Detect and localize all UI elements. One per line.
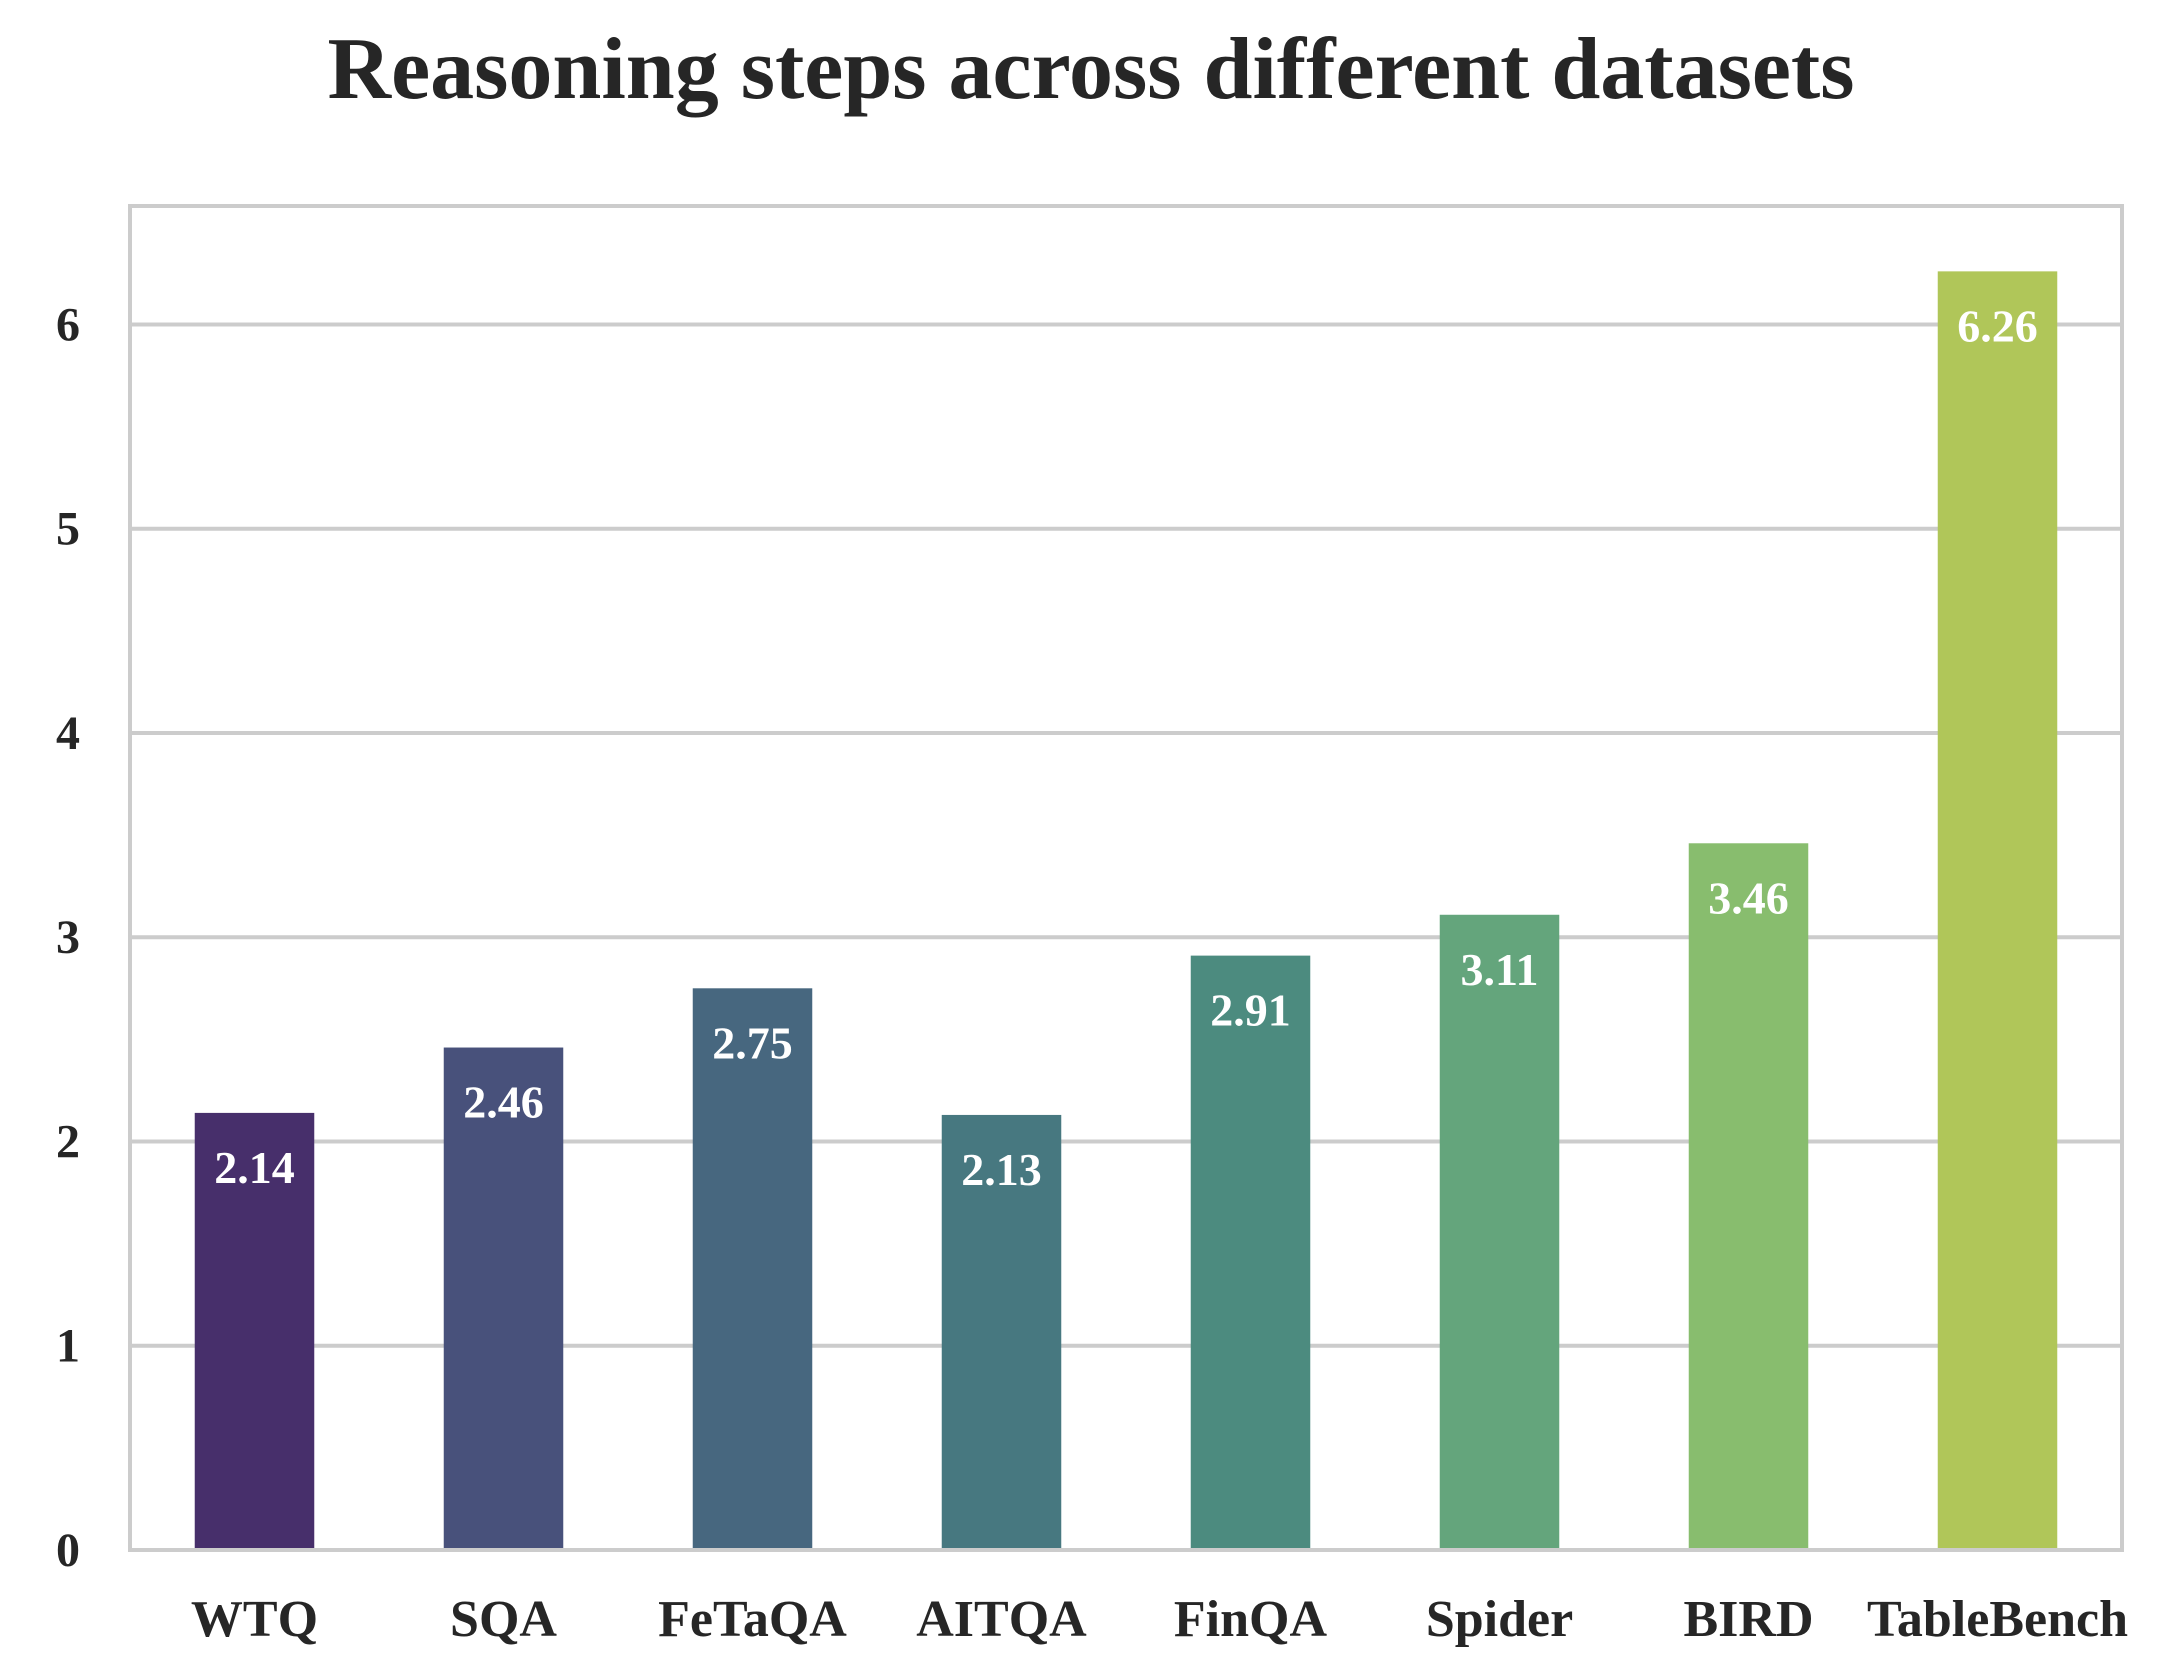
- x-tick-label: FinQA: [1174, 1591, 1328, 1648]
- bar-value-label: 6.26: [1957, 300, 2038, 351]
- bar-value-label: 2.46: [463, 1077, 544, 1128]
- y-tick-label: 3: [56, 911, 80, 964]
- bar-value-label: 3.11: [1461, 944, 1539, 995]
- y-tick-label: 2: [56, 1115, 80, 1168]
- bars: [194, 271, 2058, 1550]
- bar: [1688, 843, 1809, 1550]
- y-tick-label: 6: [56, 298, 80, 351]
- plot-frame: [128, 204, 2124, 1552]
- x-tick-label: FeTaQA: [658, 1591, 847, 1648]
- x-tick-label: Spider: [1426, 1591, 1573, 1648]
- bar-value-label: 3.46: [1708, 872, 1789, 923]
- bar: [1937, 271, 2058, 1550]
- bar-value-label: 2.13: [961, 1144, 1042, 1195]
- gridlines: [130, 322, 2122, 1348]
- y-tick-label: 5: [56, 503, 80, 556]
- y-tick-label: 0: [56, 1524, 80, 1577]
- x-tick-label: AITQA: [916, 1591, 1087, 1648]
- bar: [941, 1114, 1062, 1550]
- bar-value-label: 2.75: [712, 1017, 793, 1068]
- x-tick-label: SQA: [450, 1591, 557, 1648]
- bar: [1190, 955, 1311, 1550]
- x-tick-label: TableBench: [1867, 1591, 2128, 1648]
- bar: [1439, 914, 1560, 1550]
- bar-value-label: 2.14: [214, 1142, 295, 1193]
- y-tick-label: 4: [56, 707, 80, 760]
- x-tick-label: WTQ: [191, 1591, 318, 1648]
- y-axis-ticks: 0 1 2 3 4 5 6: [56, 298, 80, 1577]
- bar: [443, 1047, 564, 1550]
- bar: [692, 988, 813, 1550]
- x-axis-ticks: WTQ SQA FeTaQA AITQA FinQA Spider BIRD TableBen…: [191, 1591, 2128, 1648]
- data-labels: 2.14 2.46 2.75 2.13 2.91 3.11 3.46 6.26: [214, 300, 2038, 1195]
- chart-title: Reasoning steps across different dataset…: [328, 21, 1855, 118]
- y-tick-label: 1: [56, 1320, 80, 1373]
- bar-value-label: 2.91: [1210, 985, 1291, 1036]
- x-tick-label: BIRD: [1683, 1591, 1813, 1648]
- bar: [194, 1112, 315, 1550]
